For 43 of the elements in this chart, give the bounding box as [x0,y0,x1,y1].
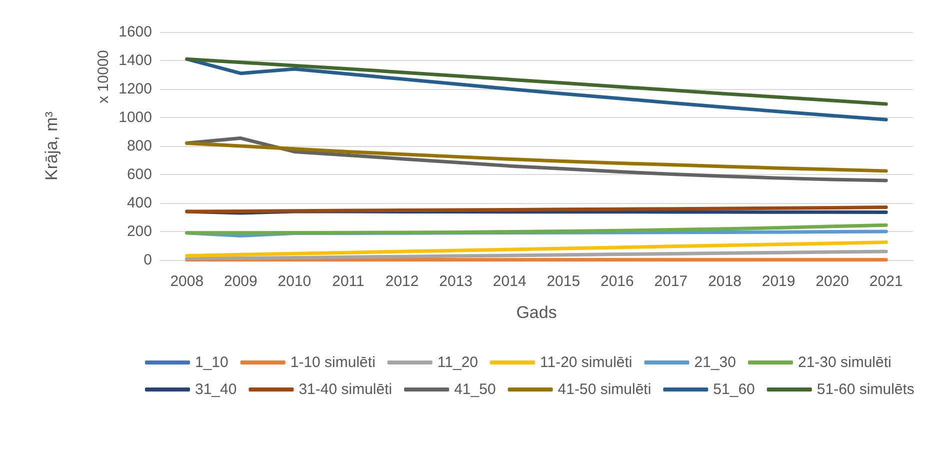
y-tick-label: 0 [144,252,152,268]
legend-label: 1-10 simulēti [290,354,376,371]
x-tick-label: 2019 [762,273,796,290]
legend-label: 21-30 simulēti [798,354,892,371]
x-tick-label: 2018 [708,273,742,290]
legend-label: 41-50 simulēti [558,381,652,398]
y-axis-title: Krāja, m³ [42,111,61,180]
x-tick-label: 2010 [278,273,312,290]
line-series [185,57,888,106]
x-tick-label: 2012 [385,273,419,290]
x-tick-label: 2017 [654,273,688,290]
x-tick-label: 2011 [332,273,364,290]
legend-label: 11-20 simulēti [540,354,632,371]
legend-label: 21_30 [694,354,736,371]
legend-label: 51_60 [713,381,755,398]
x-tick-label: 2014 [492,273,526,290]
x-tick-label: 2021 [869,273,903,290]
y-tick-label: 600 [126,166,152,183]
y-tick-label: 400 [126,194,152,212]
legend-label: 1_10 [195,354,228,371]
line-series [185,240,888,258]
y-tick-label: 1600 [118,24,152,40]
x-tick-label: 2020 [816,273,850,290]
legend-label: 11_20 [437,354,478,371]
x-tick-label: 2016 [600,273,634,290]
line-series [185,250,888,260]
y-tick-label: 1400 [118,52,152,69]
text: x 10000 [95,50,112,104]
line-series [185,223,888,235]
legend-label: 41_50 [454,381,496,398]
legend-label: 31-40 simulēti [298,381,392,398]
line-series [185,141,888,173]
x-axis-title: Gads [516,303,557,322]
x-tick-label: 2009 [224,273,258,290]
y-tick-label: 800 [126,138,152,154]
legend-label: 31_40 [195,381,237,398]
x-tick-label: 2015 [546,273,580,290]
x-tick-label: 2008 [170,273,204,290]
x-tick-label: 2013 [439,273,473,290]
y-tick-label: 200 [126,223,152,240]
legend-label: 51-60 simulēts [816,381,914,398]
y-tick-label: 1000 [118,109,152,126]
y-tick-label: 1200 [118,80,152,98]
